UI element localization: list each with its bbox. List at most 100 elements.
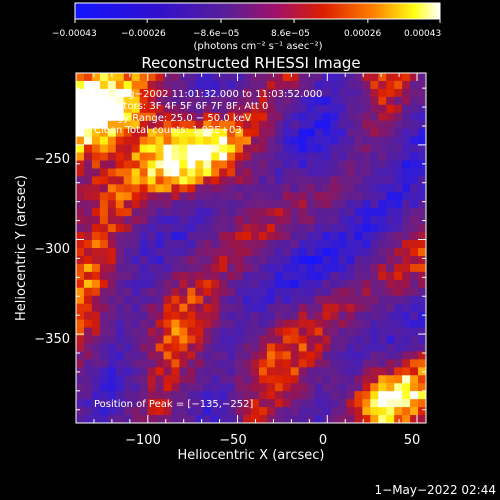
heatmap-cell	[123, 160, 133, 170]
heatmap-cell	[354, 160, 363, 170]
heatmap-cell	[107, 232, 117, 241]
heatmap-cell	[370, 160, 379, 170]
heatmap-cell	[91, 351, 101, 360]
heatmap-cell	[298, 192, 308, 201]
heatmap-cell	[378, 375, 387, 384]
heatmap-cell	[418, 232, 426, 241]
heatmap-cell	[258, 104, 268, 114]
heatmap-cell	[354, 152, 363, 162]
heatmap-cell	[306, 263, 316, 273]
heatmap-cell	[155, 295, 165, 305]
heatmap-cell	[251, 391, 260, 400]
heatmap-cell	[227, 415, 236, 423]
heatmap-cell	[131, 144, 141, 154]
heatmap-cell	[354, 73, 363, 82]
heatmap-cell	[298, 335, 308, 345]
heatmap-cell	[402, 128, 411, 138]
heatmap-cell	[147, 287, 157, 297]
heatmap-cell	[131, 367, 141, 376]
heatmap-cell	[258, 184, 268, 193]
heatmap-cell	[171, 216, 180, 225]
heatmap-cell	[187, 112, 196, 122]
heatmap-cell	[76, 319, 85, 329]
heatmap-cell	[370, 168, 379, 177]
heatmap-cell	[83, 184, 93, 193]
heatmap-cell	[139, 399, 149, 408]
heatmap-cell	[163, 216, 173, 225]
heatmap-cell	[354, 399, 363, 408]
heatmap-cell	[115, 287, 125, 297]
heatmap-cell	[187, 224, 196, 233]
heatmap-cell	[123, 311, 133, 321]
heatmap-cell	[139, 96, 149, 106]
heatmap-cell	[251, 271, 260, 281]
heatmap-cell	[354, 351, 363, 360]
heatmap-cell	[354, 415, 363, 423]
heatmap-cell	[203, 80, 212, 90]
heatmap-cell	[322, 248, 332, 257]
heatmap-cell	[107, 287, 117, 297]
heatmap-cell	[83, 255, 93, 265]
heatmap-cell	[76, 168, 85, 177]
heatmap-cell	[163, 73, 173, 82]
heatmap-cell	[235, 168, 244, 177]
heatmap-cell	[322, 224, 332, 233]
heatmap-cell	[163, 160, 173, 170]
heatmap-cell	[155, 391, 165, 400]
heatmap-cell	[195, 80, 204, 90]
heatmap-cell	[227, 327, 236, 337]
heatmap-cell	[378, 80, 387, 90]
heatmap-cell	[378, 319, 387, 329]
heatmap-cell	[346, 216, 355, 225]
heatmap-cell	[314, 319, 324, 329]
heatmap-cell	[306, 391, 316, 400]
heatmap-cell	[394, 96, 403, 106]
heatmap-cell	[155, 200, 165, 209]
heatmap-cell	[402, 240, 411, 249]
heatmap-cell	[418, 248, 426, 257]
heatmap-cell	[402, 192, 411, 201]
heatmap-cell	[314, 335, 324, 345]
heatmap-cell	[346, 112, 355, 122]
heatmap-cell	[203, 271, 212, 281]
heatmap-cell	[314, 391, 324, 400]
heatmap-cell	[282, 271, 292, 281]
heatmap-cell	[203, 184, 212, 193]
heatmap-cell	[227, 144, 236, 154]
heatmap-cell	[298, 391, 308, 400]
heatmap-cell	[258, 248, 268, 257]
heatmap-cell	[362, 200, 371, 209]
heatmap-cell	[243, 96, 252, 106]
heatmap-cell	[131, 208, 141, 217]
heatmap-cell	[211, 407, 220, 416]
heatmap-cell	[402, 415, 411, 423]
heatmap-cell	[362, 144, 371, 154]
heatmap-cell	[370, 303, 379, 313]
heatmap-cell	[115, 399, 125, 408]
heatmap-cell	[322, 136, 332, 146]
heatmap-cell	[211, 271, 220, 281]
heatmap-cell	[163, 359, 173, 368]
heatmap-cell	[298, 415, 308, 423]
heatmap-cell	[402, 255, 411, 265]
heatmap-cell	[298, 73, 308, 82]
heatmap-cell	[330, 327, 340, 337]
heatmap-cell	[243, 303, 252, 313]
heatmap-cell	[394, 407, 403, 416]
heatmap-cell	[163, 383, 173, 392]
heatmap-cell	[115, 208, 125, 217]
heatmap-cell	[378, 343, 387, 352]
heatmap-cell	[243, 224, 252, 233]
heatmap-cell	[163, 224, 173, 233]
heatmap-cell	[330, 263, 340, 273]
heatmap-cell	[394, 200, 403, 209]
heatmap-cell	[179, 279, 188, 289]
heatmap-cell	[338, 128, 348, 138]
heatmap-cell	[131, 271, 141, 281]
heatmap-cell	[139, 112, 149, 122]
heatmap-cell	[123, 73, 133, 82]
heatmap-cell	[346, 232, 355, 241]
heatmap-cell	[163, 200, 173, 209]
heatmap-cell	[147, 144, 157, 154]
heatmap-cell	[107, 383, 117, 392]
